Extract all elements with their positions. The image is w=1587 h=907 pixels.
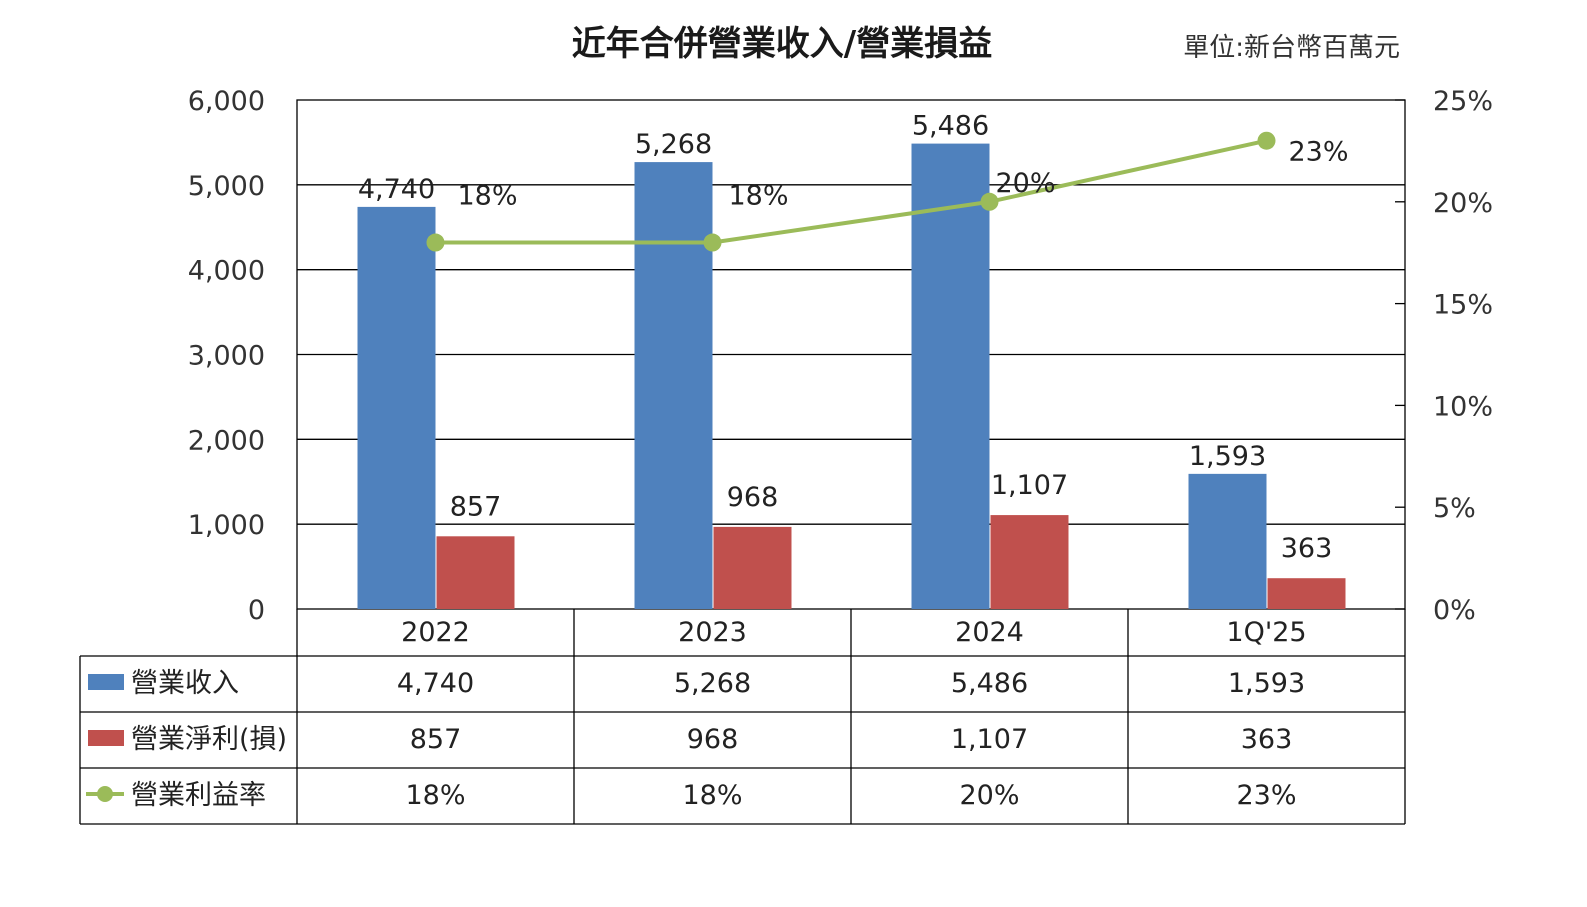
legend-swatch [88, 730, 124, 746]
revenue-bar [1188, 473, 1267, 609]
table-value: 18% [405, 780, 465, 811]
table-value: 18% [682, 780, 742, 811]
left-tick-label: 4,000 [188, 256, 265, 287]
revenue-data-label: 4,740 [358, 174, 435, 205]
left-tick-label: 6,000 [188, 86, 265, 117]
left-axis: 0 1,000 2,000 3,000 4,000 5,000 6,000 [188, 86, 265, 626]
revenue-data-label: 5,486 [912, 111, 989, 142]
chart-title: 近年合併營業收入/營業損益 [572, 24, 992, 64]
table-value: 5,268 [674, 668, 751, 699]
margin-data-label: 18% [458, 181, 518, 212]
table-value: 5,486 [951, 668, 1028, 699]
left-tick-label: 2,000 [188, 425, 265, 456]
revenue-bar [357, 206, 436, 609]
table-value: 1,593 [1228, 668, 1305, 699]
right-tick-label: 15% [1433, 290, 1493, 321]
revenue-bar [634, 162, 713, 609]
legend-label: 營業淨利(損) [131, 724, 287, 755]
table-value: 857 [410, 724, 462, 755]
table-value: 1,107 [951, 724, 1028, 755]
legend-label: 營業收入 [131, 668, 239, 699]
table-value: 20% [959, 780, 1019, 811]
margin-point [980, 192, 999, 211]
right-tick-label: 0% [1433, 595, 1476, 626]
left-tick-label: 5,000 [188, 171, 265, 202]
category-label: 2024 [955, 617, 1024, 648]
legend-swatch [88, 674, 124, 690]
margin-point [426, 233, 445, 252]
right-tick-label: 25% [1433, 86, 1493, 117]
operating-profit-bar [713, 526, 792, 609]
profit-data-label: 968 [727, 482, 779, 513]
margin-line [426, 131, 1276, 252]
profit-data-label: 363 [1281, 533, 1333, 564]
unit-label: 單位:新台幣百萬元 [1183, 33, 1400, 63]
margin-series-line [435, 138, 1267, 245]
table-value: 363 [1241, 724, 1293, 755]
revenue-data-label: 5,268 [635, 129, 712, 160]
profit-data-label: 1,107 [991, 470, 1068, 501]
right-axis: 0% 5% 10% 15% 20% 25% [1395, 86, 1493, 626]
category-label: 2023 [678, 617, 747, 648]
margin-data-label: 23% [1289, 137, 1349, 168]
data-table: 2022 2023 2024 1Q'25 營業收入 4,740 5,268 5,486 1,59… [79, 609, 1406, 825]
left-tick-label: 0 [248, 595, 265, 626]
margin-data-label: 18% [729, 181, 789, 212]
data-labels: 4,740 857 5,268 968 5,486 1,107 1,593 363 18% 18%… [358, 111, 1349, 565]
table-value: 968 [687, 724, 739, 755]
margin-point [1257, 131, 1276, 150]
revenue-bar [911, 143, 990, 609]
left-tick-label: 1,000 [188, 510, 265, 541]
legend-marker [97, 786, 113, 802]
table-value: 4,740 [397, 668, 474, 699]
operating-profit-bar [436, 536, 515, 609]
revenue-data-label: 1,593 [1189, 441, 1266, 472]
category-label: 2022 [401, 617, 470, 648]
operating-profit-bar [990, 515, 1069, 609]
table-value: 23% [1236, 780, 1296, 811]
category-label: 1Q'25 [1226, 617, 1306, 648]
profit-data-label: 857 [450, 491, 502, 522]
margin-point [703, 233, 722, 252]
operating-profit-bar [1267, 578, 1346, 609]
left-tick-label: 3,000 [188, 341, 265, 372]
right-tick-label: 20% [1433, 188, 1493, 219]
bars [357, 143, 1346, 609]
margin-data-label: 20% [996, 168, 1056, 199]
legend-label: 營業利益率 [131, 780, 266, 811]
right-tick-label: 5% [1433, 493, 1476, 524]
right-tick-label: 10% [1433, 391, 1493, 422]
